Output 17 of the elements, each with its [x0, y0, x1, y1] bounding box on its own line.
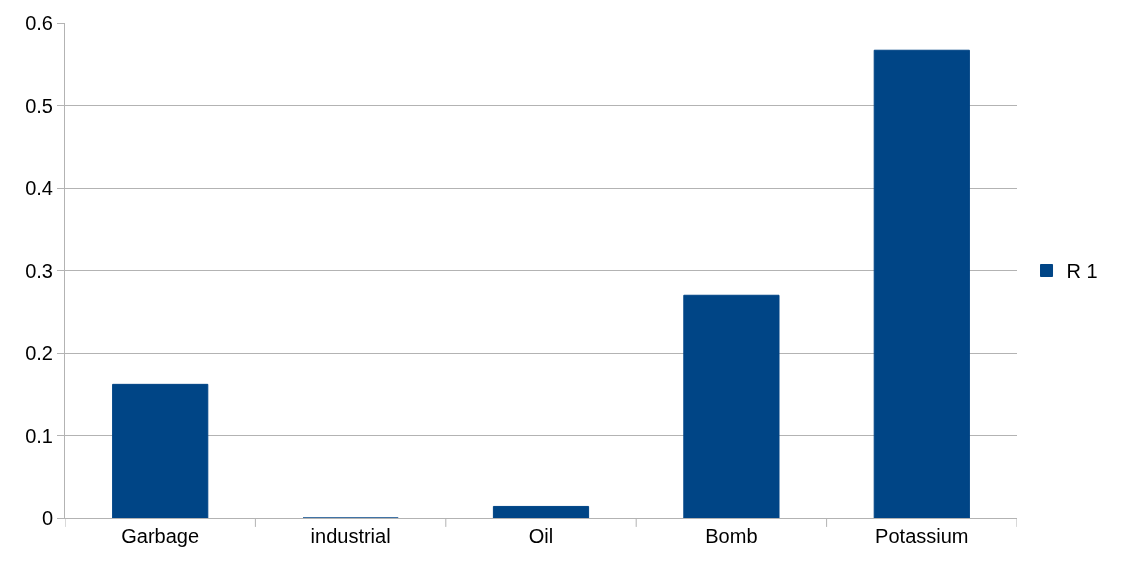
bar [492, 505, 590, 518]
bar [873, 49, 970, 518]
y-tick-label: 0.3 [25, 259, 53, 282]
x-tick-label: Potassium [875, 525, 969, 547]
y-tick-label: 0.6 [25, 12, 53, 34]
y-tick-label: 0.5 [25, 94, 53, 117]
x-tick-label: industrial [310, 525, 391, 547]
y-tick-label: 0 [41, 507, 53, 529]
bar [683, 294, 780, 518]
x-tick-label: Oil [528, 525, 554, 547]
y-tick-label: 0.2 [25, 342, 53, 364]
bar [112, 383, 209, 518]
legend-label: R 1 [1066, 260, 1098, 283]
y-tick-label: 0.1 [25, 424, 53, 447]
x-tick-label: Bomb [705, 525, 758, 547]
y-tick-label: 0.4 [25, 177, 53, 199]
x-tick-label: Garbage [121, 525, 200, 547]
